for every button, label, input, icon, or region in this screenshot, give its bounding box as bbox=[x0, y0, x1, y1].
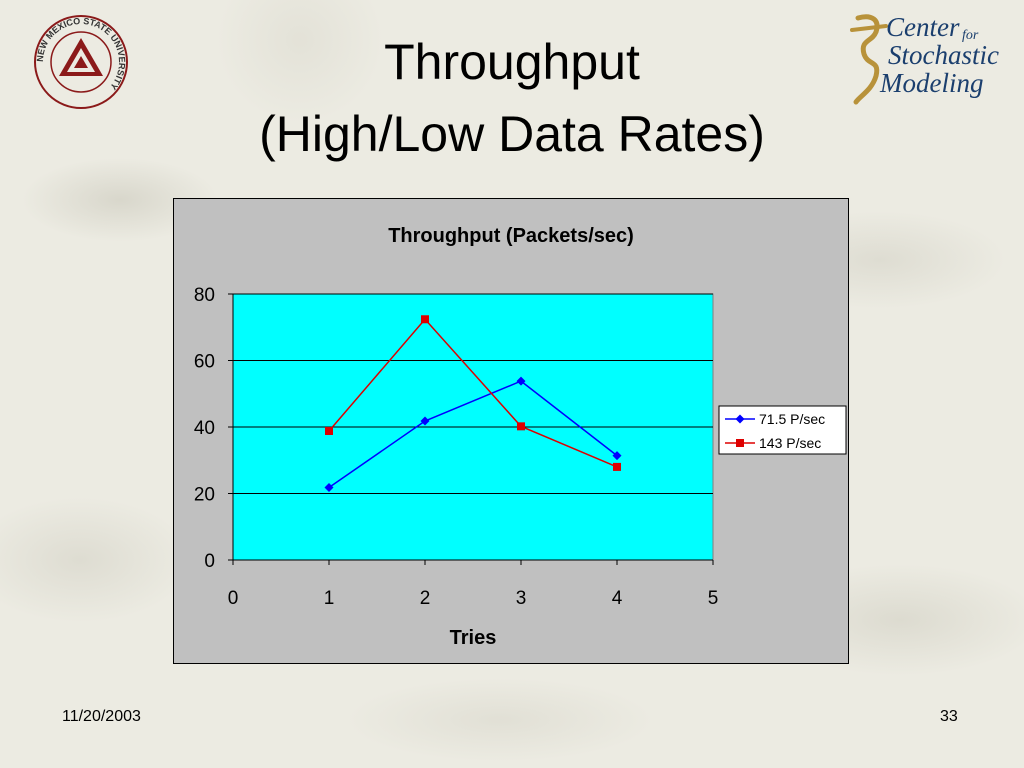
series-line bbox=[328, 318, 618, 468]
data-point bbox=[421, 315, 429, 324]
legend: 71.5 P/sec 143 P/sec bbox=[718, 405, 847, 455]
series-line bbox=[328, 380, 618, 489]
data-point bbox=[420, 416, 430, 426]
data-point bbox=[517, 422, 525, 431]
csm-for: for bbox=[962, 28, 979, 43]
x-tick-label: 1 bbox=[324, 588, 335, 609]
tick-labels: 0 20 40 60 80 0 1 2 3 4 5 bbox=[194, 285, 718, 609]
y-tick-label: 0 bbox=[204, 551, 215, 572]
legend-item: 143 P/sec bbox=[725, 435, 821, 451]
csm-emblem-icon bbox=[850, 14, 888, 105]
y-tick-label: 20 bbox=[194, 485, 215, 506]
series-2 bbox=[325, 315, 621, 471]
x-tick-label: 0 bbox=[228, 588, 239, 609]
series-group bbox=[324, 315, 622, 493]
series-1 bbox=[324, 376, 622, 493]
x-tick-label: 2 bbox=[420, 588, 431, 609]
chart-frame: Throughput (Packets/sec) 0 20 40 60 80 0 1 2 3 4 5… bbox=[173, 198, 849, 664]
x-axis-label: Tries bbox=[450, 627, 497, 649]
data-point bbox=[613, 462, 621, 471]
csm-logo: Center for Stochastic Modeling bbox=[850, 10, 1005, 108]
csm-modeling: Modeling bbox=[880, 68, 984, 98]
x-tick-label: 3 bbox=[516, 588, 527, 609]
slide-subtitle: (High/Low Data Rates) bbox=[259, 106, 765, 162]
data-point bbox=[612, 451, 622, 461]
grid-lines bbox=[233, 293, 713, 494]
y-tick-label: 40 bbox=[194, 418, 215, 439]
nmsu-logo: NEW MEXICO STATE UNIVERSITY bbox=[33, 14, 129, 110]
y-tick-label: 60 bbox=[194, 352, 215, 373]
legend-marker bbox=[735, 414, 745, 424]
legend-item: 71.5 P/sec bbox=[725, 411, 825, 427]
data-point bbox=[325, 426, 333, 435]
data-point bbox=[324, 483, 334, 493]
legend-marker bbox=[736, 439, 744, 447]
page-number: 33 bbox=[940, 708, 958, 725]
throughput-chart: Throughput (Packets/sec) 0 20 40 60 80 0 1 2 3 4 5… bbox=[194, 225, 847, 649]
data-point bbox=[516, 376, 526, 386]
axes bbox=[228, 293, 714, 565]
nmsu-seal-icon: NEW MEXICO STATE UNIVERSITY bbox=[34, 15, 128, 109]
slide-title: Throughput bbox=[384, 34, 640, 90]
x-tick-label: 5 bbox=[708, 588, 719, 609]
x-tick-label: 4 bbox=[612, 588, 623, 609]
chart-title: Throughput (Packets/sec) bbox=[388, 225, 634, 247]
footer-date: 11/20/2003 bbox=[62, 708, 141, 725]
csm-stochastic: Stochastic bbox=[888, 40, 999, 70]
y-tick-label: 80 bbox=[194, 285, 215, 306]
legend-label: 143 P/sec bbox=[759, 435, 821, 451]
csm-center: Center bbox=[886, 12, 960, 42]
legend-label: 71.5 P/sec bbox=[759, 411, 825, 427]
